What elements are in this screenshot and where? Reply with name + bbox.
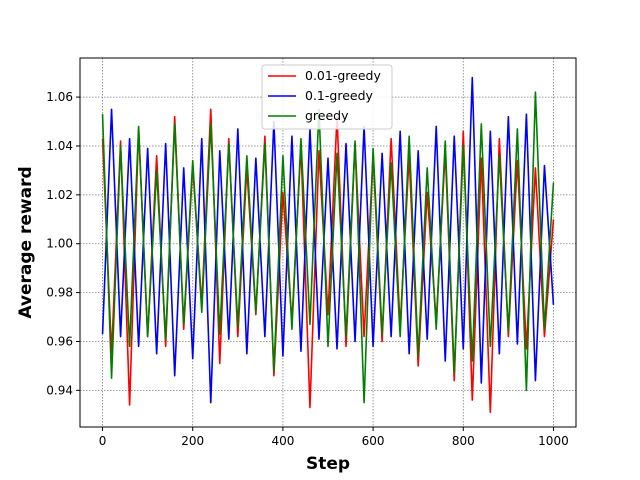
y-tick-label: 1.04 <box>46 139 73 153</box>
series-line-2 <box>101 91 555 404</box>
x-tick-label: 800 <box>452 434 475 448</box>
y-tick-label: 1.06 <box>46 90 73 104</box>
y-tick-label: 0.94 <box>46 383 73 397</box>
x-axis: 0 200 400 600 800 1000 <box>99 427 569 448</box>
legend-entry: 0.01-greedy <box>305 68 381 83</box>
legend: 0.01-greedy 0.1-greedy greedy <box>261 64 393 130</box>
x-tick-label: 0 <box>99 434 107 448</box>
y-tick-label: 0.96 <box>46 334 73 348</box>
x-axis-label: Step <box>306 454 350 474</box>
legend-box <box>261 64 393 130</box>
legend-entry: 0.1-greedy <box>305 88 374 103</box>
x-tick-label: 1000 <box>538 434 569 448</box>
x-tick-label: 400 <box>271 434 294 448</box>
legend-entry: greedy <box>305 108 349 123</box>
y-tick-label: 1.02 <box>46 188 73 202</box>
y-axis: 0.94 0.96 0.98 1.00 1.02 1.04 1.06 <box>46 90 80 397</box>
x-tick-label: 200 <box>181 434 204 448</box>
y-tick-label: 1.00 <box>46 237 73 251</box>
x-tick-label: 600 <box>362 434 385 448</box>
y-tick-label: 0.98 <box>46 286 73 300</box>
series-line-1 <box>101 76 555 404</box>
axes-frame <box>79 57 577 428</box>
y-axis-label: Average reward <box>16 166 36 318</box>
plot-area <box>101 76 555 414</box>
